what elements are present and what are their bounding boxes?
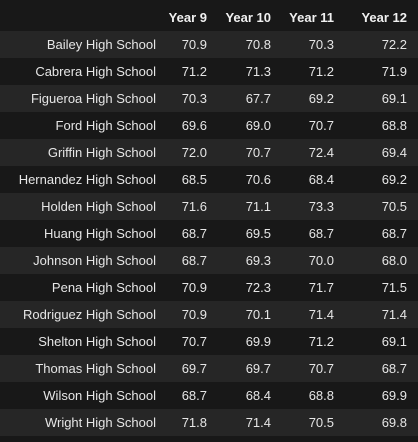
table-row: Holden High School 71.6 71.1 73.3 70.5	[0, 193, 418, 220]
school-name-cell: Wright High School	[0, 409, 162, 436]
school-name-cell: Griffin High School	[0, 139, 162, 166]
school-name-cell: Cabrera High School	[0, 58, 162, 85]
school-name-cell: Wilson High School	[0, 382, 162, 409]
year-9-cell: 68.7	[162, 382, 218, 409]
year-12-cell: 69.4	[345, 139, 418, 166]
year-9-cell: 69.6	[162, 112, 218, 139]
year-12-cell: 68.0	[345, 247, 418, 274]
year-10-cell: 70.6	[218, 166, 282, 193]
school-name-cell: Ford High School	[0, 112, 162, 139]
table-row: Pena High School 70.9 72.3 71.7 71.5	[0, 274, 418, 301]
column-header-year-9: Year 9	[162, 3, 218, 31]
table-row: Wright High School 71.8 71.4 70.5 69.8	[0, 409, 418, 436]
column-header-year-12: Year 12	[345, 3, 418, 31]
year-9-cell: 69.7	[162, 355, 218, 382]
column-header-year-11: Year 11	[282, 3, 345, 31]
school-name-cell: Bailey High School	[0, 31, 162, 58]
table-header: Year 9 Year 10 Year 11 Year 12	[0, 3, 418, 31]
year-10-cell: 69.5	[218, 220, 282, 247]
year-9-cell: 70.3	[162, 85, 218, 112]
table-row: Ford High School 69.6 69.0 70.7 68.8	[0, 112, 418, 139]
table-row: Thomas High School 69.7 69.7 70.7 68.7	[0, 355, 418, 382]
table-row: Rodriguez High School 70.9 70.1 71.4 71.4	[0, 301, 418, 328]
year-9-cell: 71.8	[162, 409, 218, 436]
table-row: Shelton High School 70.7 69.9 71.2 69.1	[0, 328, 418, 355]
year-12-cell: 72.2	[345, 31, 418, 58]
year-9-cell: 70.9	[162, 301, 218, 328]
year-11-cell: 71.7	[282, 274, 345, 301]
year-12-cell: 68.7	[345, 355, 418, 382]
year-11-cell: 68.8	[282, 382, 345, 409]
year-11-cell: 73.3	[282, 193, 345, 220]
school-name-cell: Figueroa High School	[0, 85, 162, 112]
school-name-cell: Pena High School	[0, 274, 162, 301]
year-12-cell: 71.9	[345, 58, 418, 85]
year-12-cell: 71.5	[345, 274, 418, 301]
year-10-cell: 69.0	[218, 112, 282, 139]
year-9-cell: 72.0	[162, 139, 218, 166]
year-10-cell: 67.7	[218, 85, 282, 112]
year-10-cell: 71.3	[218, 58, 282, 85]
year-12-cell: 70.5	[345, 193, 418, 220]
year-10-cell: 69.9	[218, 328, 282, 355]
school-name-cell: Shelton High School	[0, 328, 162, 355]
table-row: Huang High School 68.7 69.5 68.7 68.7	[0, 220, 418, 247]
year-9-cell: 71.6	[162, 193, 218, 220]
year-9-cell: 70.9	[162, 274, 218, 301]
table-row: Cabrera High School 71.2 71.3 71.2 71.9	[0, 58, 418, 85]
year-12-cell: 71.4	[345, 301, 418, 328]
year-9-cell: 68.7	[162, 220, 218, 247]
table-row: Wilson High School 68.7 68.4 68.8 69.9	[0, 382, 418, 409]
year-11-cell: 70.7	[282, 355, 345, 382]
year-11-cell: 70.0	[282, 247, 345, 274]
year-11-cell: 72.4	[282, 139, 345, 166]
year-9-cell: 70.9	[162, 31, 218, 58]
year-11-cell: 71.4	[282, 301, 345, 328]
year-11-cell: 68.4	[282, 166, 345, 193]
year-11-cell: 70.7	[282, 112, 345, 139]
year-9-cell: 68.5	[162, 166, 218, 193]
year-10-cell: 69.3	[218, 247, 282, 274]
year-10-cell: 72.3	[218, 274, 282, 301]
year-10-cell: 70.7	[218, 139, 282, 166]
year-11-cell: 71.2	[282, 328, 345, 355]
year-9-cell: 71.2	[162, 58, 218, 85]
year-10-cell: 71.4	[218, 409, 282, 436]
year-11-cell: 70.5	[282, 409, 345, 436]
table-body: Bailey High School 70.9 70.8 70.3 72.2 Cabrer…	[0, 31, 418, 436]
year-10-cell: 69.7	[218, 355, 282, 382]
year-12-cell: 69.1	[345, 328, 418, 355]
school-name-cell: Thomas High School	[0, 355, 162, 382]
year-9-cell: 70.7	[162, 328, 218, 355]
school-name-cell: Johnson High School	[0, 247, 162, 274]
table-row: Griffin High School 72.0 70.7 72.4 69.4	[0, 139, 418, 166]
school-name-cell: Hernandez High School	[0, 166, 162, 193]
table-row: Bailey High School 70.9 70.8 70.3 72.2	[0, 31, 418, 58]
year-11-cell: 70.3	[282, 31, 345, 58]
year-12-cell: 68.8	[345, 112, 418, 139]
year-10-cell: 68.4	[218, 382, 282, 409]
year-11-cell: 69.2	[282, 85, 345, 112]
school-name-cell: Rodriguez High School	[0, 301, 162, 328]
table-row: Johnson High School 68.7 69.3 70.0 68.0	[0, 247, 418, 274]
table-row: Figueroa High School 70.3 67.7 69.2 69.1	[0, 85, 418, 112]
column-header-year-10: Year 10	[218, 3, 282, 31]
year-12-cell: 69.2	[345, 166, 418, 193]
year-10-cell: 71.1	[218, 193, 282, 220]
school-name-cell: Huang High School	[0, 220, 162, 247]
school-name-cell: Holden High School	[0, 193, 162, 220]
column-header-index	[0, 3, 162, 31]
year-10-cell: 70.8	[218, 31, 282, 58]
year-12-cell: 68.7	[345, 220, 418, 247]
year-11-cell: 71.2	[282, 58, 345, 85]
header-row: Year 9 Year 10 Year 11 Year 12	[0, 3, 418, 31]
year-9-cell: 68.7	[162, 247, 218, 274]
year-11-cell: 68.7	[282, 220, 345, 247]
year-12-cell: 69.1	[345, 85, 418, 112]
year-10-cell: 70.1	[218, 301, 282, 328]
year-12-cell: 69.9	[345, 382, 418, 409]
school-scores-table: Year 9 Year 10 Year 11 Year 12 Bailey Hi…	[0, 3, 418, 436]
year-12-cell: 69.8	[345, 409, 418, 436]
table-row: Hernandez High School 68.5 70.6 68.4 69.2	[0, 166, 418, 193]
